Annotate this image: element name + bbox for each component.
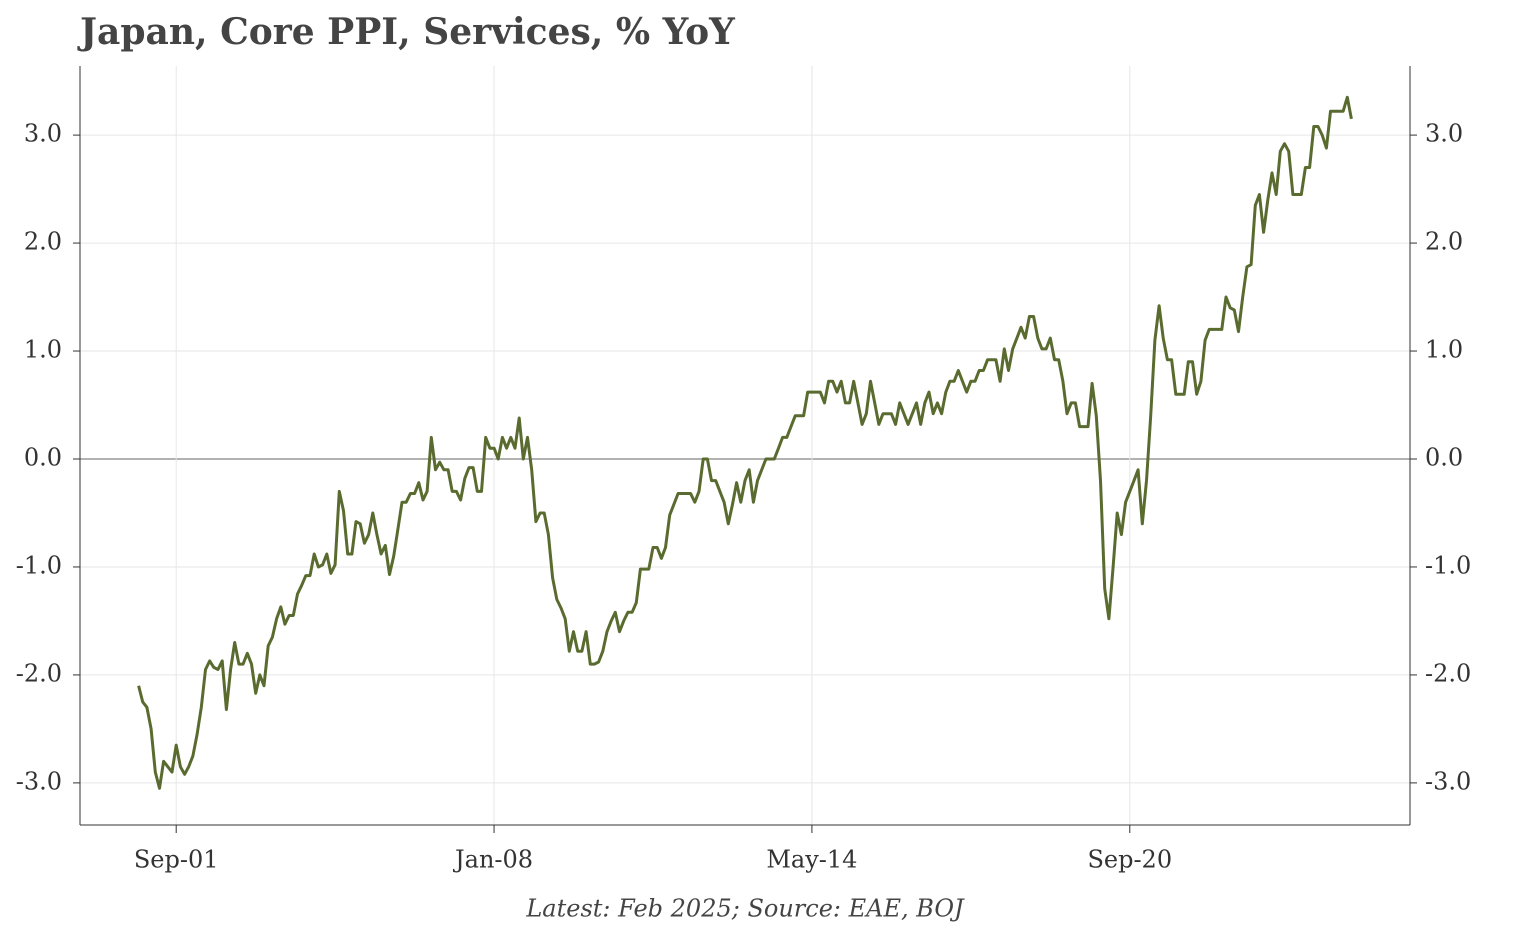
y-tick-label: -1.0 [16,551,62,579]
chart-title: Japan, Core PPI, Services, % YoY [77,11,736,53]
y-tick-label: 3.0 [24,120,62,148]
x-tick-label: Sep-20 [1087,846,1172,874]
y-tick-label: 0.0 [24,443,62,471]
y2-tick-label: -3.0 [1425,767,1471,795]
x-tick-label: May-14 [766,846,857,874]
y-tick-label: -2.0 [16,659,62,687]
line-series [137,95,1353,790]
x-tick-label: Sep-01 [134,846,219,874]
y2-tick-label: 0.0 [1425,443,1463,471]
y-tick-label: 1.0 [24,336,62,364]
y2-tick-label: 1.0 [1425,336,1463,364]
y2-tick-label: -2.0 [1425,659,1471,687]
x-tick-label: Jan-08 [452,846,533,874]
footnote: Latest: Feb 2025; Source: EAE, BOJ [525,895,965,923]
y-tick-label: 2.0 [24,228,62,256]
y-tick-label: -3.0 [16,767,62,795]
y2-tick-label: -1.0 [1425,551,1471,579]
y2-tick-label: 2.0 [1425,228,1463,256]
y2-tick-label: 3.0 [1425,120,1463,148]
